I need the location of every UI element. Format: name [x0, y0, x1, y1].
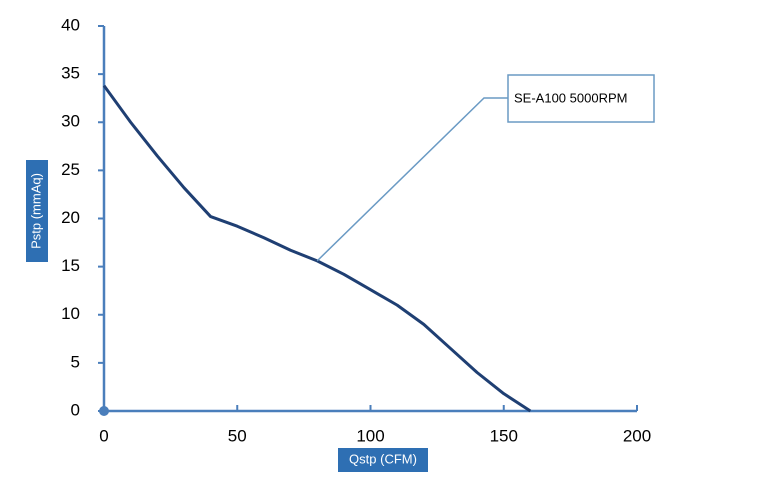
legend-label: SE-A100 5000RPM — [514, 90, 627, 105]
y-tick-label: 35 — [61, 64, 80, 83]
y-axis-label: Pstp (mmAq) — [28, 173, 43, 249]
y-tick-label: 40 — [61, 15, 80, 34]
origin-dot — [99, 406, 109, 416]
callout-box — [507, 74, 655, 123]
x-tick-label: 50 — [228, 426, 247, 445]
callout-leader — [316, 97, 508, 262]
y-tick-label: 25 — [61, 160, 80, 179]
x-tick-label: 150 — [490, 426, 518, 445]
y-tick-label: 20 — [61, 208, 80, 227]
x-tick-label: 100 — [356, 426, 384, 445]
y-tick-label: 5 — [71, 352, 80, 371]
x-axis-label: Qstp (CFM) — [349, 451, 417, 466]
series-line — [102, 84, 532, 413]
y-tick-label: 30 — [61, 112, 80, 131]
y-tick-label: 10 — [61, 304, 80, 323]
y-label-box — [26, 160, 48, 262]
y-tick-label: 0 — [71, 400, 80, 419]
x-label-box — [338, 448, 428, 472]
x-tick-label: 200 — [623, 426, 651, 445]
x-tick-label: 0 — [99, 426, 108, 445]
y-tick-label: 15 — [61, 256, 80, 275]
